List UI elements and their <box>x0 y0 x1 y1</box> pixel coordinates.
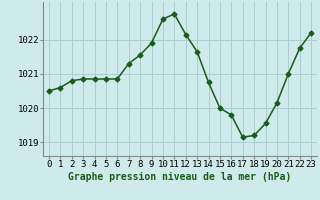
X-axis label: Graphe pression niveau de la mer (hPa): Graphe pression niveau de la mer (hPa) <box>68 172 292 182</box>
